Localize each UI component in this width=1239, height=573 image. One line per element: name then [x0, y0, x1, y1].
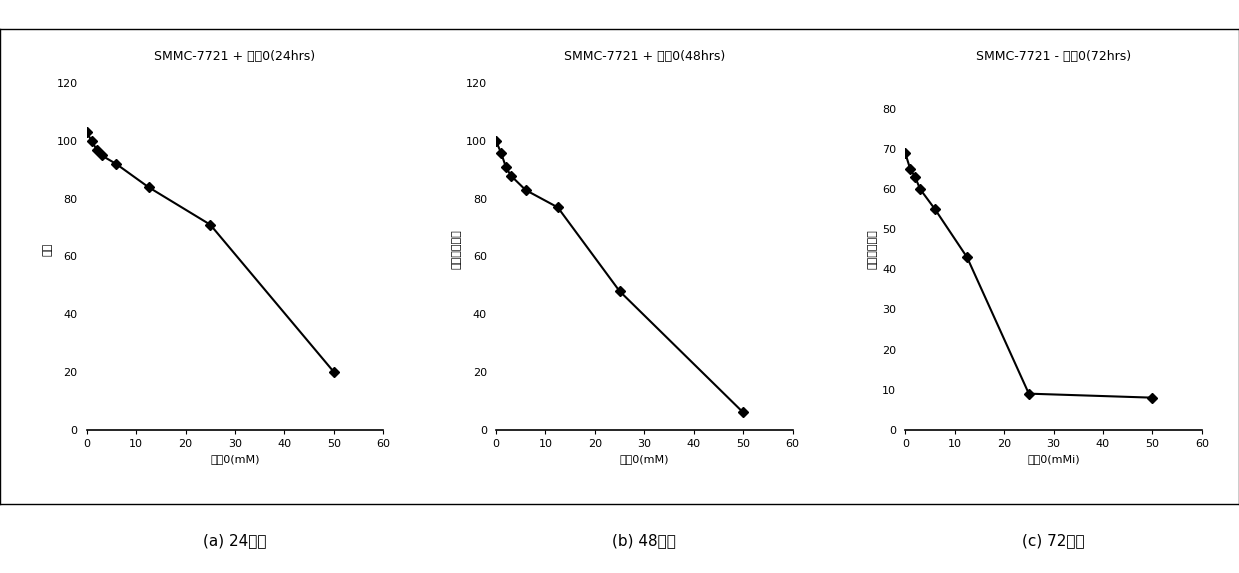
Text: (c) 72小时: (c) 72小时 [1022, 533, 1085, 548]
Title: SMMC-7721 + 产味0(48hrs): SMMC-7721 + 产味0(48hrs) [564, 50, 725, 64]
Title: SMMC-7721 + 产味0(24hrs): SMMC-7721 + 产味0(24hrs) [155, 50, 316, 64]
X-axis label: 产味0(mM): 产味0(mM) [620, 454, 669, 464]
Title: SMMC-7721 - 产味0(72hrs): SMMC-7721 - 产味0(72hrs) [976, 50, 1131, 64]
Y-axis label: 活性性（％）: 活性性（％） [869, 229, 878, 269]
Text: (b) 48小时: (b) 48小时 [612, 533, 676, 548]
Y-axis label: 活性性（％）: 活性性（％） [452, 229, 462, 269]
X-axis label: 产味0(mMi): 产味0(mMi) [1027, 454, 1080, 464]
Text: (a) 24小时: (a) 24小时 [203, 533, 266, 548]
X-axis label: 产味0(mM): 产味0(mM) [211, 454, 260, 464]
Y-axis label: 活性: 活性 [42, 242, 52, 256]
